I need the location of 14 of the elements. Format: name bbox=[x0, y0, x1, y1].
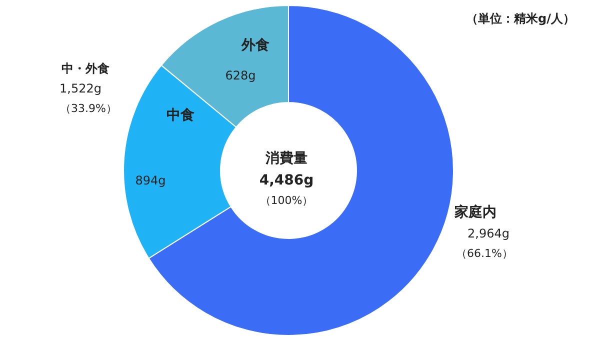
data-label: 2,964g bbox=[468, 226, 510, 240]
text: 消費量 bbox=[264, 150, 308, 166]
text: （33.9%） bbox=[60, 102, 117, 115]
text: 1,522g bbox=[60, 82, 102, 96]
text: （単位：精米g/人） bbox=[466, 12, 575, 26]
slice-label: 外食 bbox=[240, 38, 270, 54]
text: （66.1%） bbox=[456, 247, 513, 260]
slice-label: 中食 bbox=[166, 108, 194, 124]
text: （100%） bbox=[260, 194, 314, 207]
data-label: 628g bbox=[225, 68, 256, 82]
text: 中・外食 bbox=[62, 62, 110, 76]
slice-label: 家庭内 bbox=[454, 204, 496, 220]
text: 4,486g bbox=[259, 172, 314, 188]
data-label: 894g bbox=[135, 174, 166, 188]
